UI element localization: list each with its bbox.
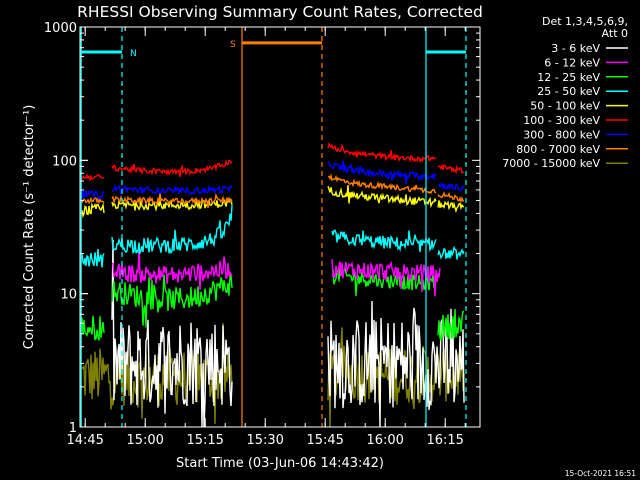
- series-line: [331, 229, 437, 253]
- marker-layer: NS: [80, 27, 467, 427]
- series-line: [111, 272, 233, 328]
- series-line: [81, 248, 105, 268]
- series-line: [111, 239, 233, 428]
- series-3-6-kev: [111, 239, 465, 428]
- legend-entry-label: 3 - 6 keV: [551, 42, 600, 55]
- y-tick-label: 100: [52, 154, 77, 169]
- series-line: [437, 245, 465, 260]
- series-line: [327, 141, 437, 164]
- series-25-50-kev: [81, 205, 465, 268]
- x-tick-label: 14:45: [66, 433, 103, 448]
- series-line: [437, 200, 465, 213]
- axis-layer: 1 10 100 1000 14:45 15:00 15:15 15:30 15:45 16:00…: [44, 21, 480, 448]
- series-6-12-kev: [111, 249, 441, 297]
- series-line: [327, 160, 437, 185]
- x-tick-label: 15:30: [246, 433, 283, 448]
- series-line: [327, 300, 465, 428]
- series-100-300-kev: [81, 141, 465, 182]
- series-line: [437, 182, 465, 192]
- series-line: [437, 308, 465, 342]
- legend-title: Det 1,3,4,5,6,9,: [542, 15, 628, 28]
- series-line: [81, 189, 105, 201]
- marker-N: N: [80, 27, 137, 427]
- chart-title: RHESSI Observing Summary Count Rates, Co…: [77, 3, 483, 21]
- series-line: [331, 259, 441, 297]
- series-line: [81, 173, 105, 182]
- legend-entry-label: 6 - 12 keV: [544, 56, 600, 69]
- y-tick-label: 1000: [44, 21, 77, 36]
- series-line: [81, 315, 105, 341]
- legend-entry-label: 50 - 100 keV: [530, 100, 600, 113]
- series-800-7000-kev: [81, 173, 465, 208]
- x-tick-label: 16:00: [366, 433, 403, 448]
- y-tick-label: 1: [69, 421, 77, 436]
- series-line: [111, 192, 233, 208]
- series-line: [328, 173, 437, 195]
- legend-entry-label: 12 - 25 keV: [537, 71, 600, 84]
- plot-frame: [79, 26, 481, 428]
- legend-entry-label: 800 - 7000 keV: [516, 143, 600, 156]
- y-tick-label: 10: [60, 288, 77, 303]
- series-layer: [81, 141, 465, 428]
- footer-timestamp: 15-Oct-2021 16:51: [565, 469, 636, 478]
- legend-entry-label: 7000 - 15000 keV: [502, 157, 600, 170]
- series-300-800-kev: [81, 160, 465, 201]
- series-line: [331, 265, 437, 297]
- marker-label: N: [130, 49, 137, 59]
- legend-entry-label: 300 - 800 keV: [523, 128, 600, 141]
- legend-entry-label: 25 - 50 keV: [537, 85, 600, 98]
- series-line: [81, 201, 105, 219]
- series-50-100-kev: [81, 185, 465, 219]
- x-axis-label: Start Time (03-Jun-06 14:43:42): [176, 456, 384, 471]
- series-line: [437, 191, 465, 204]
- series-line: [111, 183, 233, 196]
- series-line: [327, 185, 437, 209]
- marker-interval: [425, 27, 467, 427]
- x-tick-label: 16:15: [426, 433, 463, 448]
- legend-entry-label: 100 - 300 keV: [523, 114, 600, 127]
- legend-title: Att 0: [602, 27, 628, 40]
- x-tick-label: 15:45: [306, 433, 343, 448]
- series-line: [111, 159, 233, 178]
- y-axis-label: Corrected Count Rate (s⁻¹ detector⁻¹): [22, 105, 37, 350]
- x-tick-label: 15:15: [186, 433, 223, 448]
- marker-label: S: [230, 40, 236, 50]
- series-12-25-kev: [81, 265, 465, 342]
- series-line: [437, 163, 465, 175]
- series-line: [111, 249, 233, 290]
- x-tick-label: 15:00: [126, 433, 163, 448]
- marker-S: S: [230, 27, 323, 427]
- series-line: [111, 205, 233, 256]
- series-line: [81, 196, 105, 205]
- series-line: [111, 198, 233, 213]
